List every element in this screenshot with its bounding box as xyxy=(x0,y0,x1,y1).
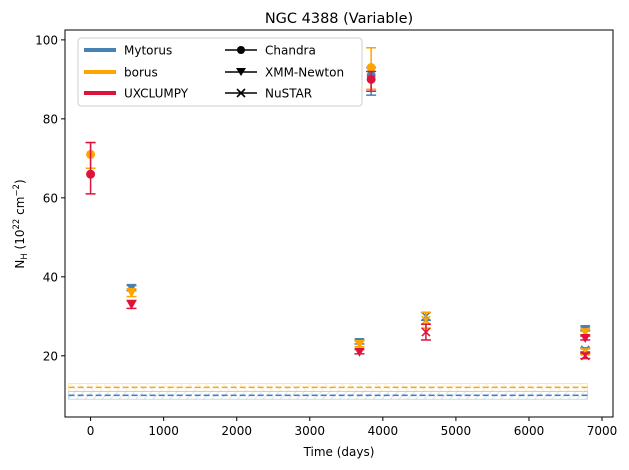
marker-triangle xyxy=(354,347,365,357)
x-tick-label: 3000 xyxy=(294,424,325,438)
data-point-borus-xmm-newton xyxy=(126,287,137,298)
y-tick-label: 80 xyxy=(43,112,58,126)
x-tick-label: 6000 xyxy=(514,424,545,438)
y-axis-label: NH (1022 cm−2) xyxy=(12,179,30,268)
marker-x xyxy=(580,351,590,361)
marker-triangle xyxy=(580,328,591,338)
legend-label-mytorus: Mytorus xyxy=(124,44,172,58)
x-tick-label: 2000 xyxy=(221,424,252,438)
marker-x xyxy=(580,347,590,357)
marker-x xyxy=(421,327,431,337)
plot-frame xyxy=(64,29,614,418)
x-tick-label: 1000 xyxy=(148,424,179,438)
y-label-sub: H xyxy=(20,253,30,259)
x-tick-label: 4000 xyxy=(368,424,399,438)
y-tick-label: 40 xyxy=(43,270,58,284)
legend-label-borus: borus xyxy=(124,66,158,80)
data-point-uxclumpy-nustar xyxy=(580,351,591,361)
legend-marker-xmm xyxy=(236,68,246,76)
marker-x xyxy=(421,315,431,325)
y-label-n: N xyxy=(13,260,27,269)
data-point-uxclumpy-chandra xyxy=(85,141,96,195)
y-tick-label: 20 xyxy=(43,349,58,363)
x-axis-ticks: 0 1000 2000 3000 4000 5000 6000 7000 xyxy=(87,417,618,438)
data-point-uxclumpy-chandra xyxy=(366,70,377,92)
legend-label-xmm: XMM-Newton xyxy=(265,66,344,80)
y-tick-label: 60 xyxy=(43,191,58,205)
data-points xyxy=(85,47,591,361)
y-label-exp: 22 xyxy=(12,219,22,230)
data-point-borus-xmm-newton xyxy=(354,339,365,349)
y-label-close: ) xyxy=(13,179,27,184)
marker-circle xyxy=(366,63,376,73)
x-tick-label: 7000 xyxy=(587,424,618,438)
legend-label-nustar: NuSTAR xyxy=(265,87,312,101)
marker-triangle xyxy=(354,339,365,349)
y-label-rest: (10 xyxy=(13,230,27,254)
y-axis-ticks: 20 40 60 80 100 xyxy=(35,33,65,363)
data-point-uxclumpy-xmm-newton xyxy=(354,347,365,357)
legend: Mytorus borus UXCLUMPY Chandra XMM-Newto… xyxy=(77,37,363,107)
y-tick-label: 100 xyxy=(35,33,58,47)
marker-triangle xyxy=(580,334,591,344)
legend-label-chandra: Chandra xyxy=(265,44,316,58)
y-label-unit-exp: −2 xyxy=(12,184,22,197)
marker-circle xyxy=(86,169,96,179)
uncertainty-bands xyxy=(68,383,588,400)
data-point-uxclumpy-xmm-newton xyxy=(580,334,591,344)
legend-label-uxclumpy: UXCLUMPY xyxy=(124,87,189,101)
marker-triangle xyxy=(126,288,137,298)
legend-frame xyxy=(77,37,363,107)
x-axis-label: Time (days) xyxy=(303,445,375,459)
y-label-unit: cm xyxy=(13,197,27,219)
data-point-uxclumpy-xmm-newton xyxy=(126,299,137,310)
x-tick-label: 5000 xyxy=(441,424,472,438)
legend-marker-nustar xyxy=(236,88,246,98)
data-point-uxclumpy-nustar xyxy=(420,323,431,341)
x-tick-label: 0 xyxy=(87,424,95,438)
legend-marker-chandra xyxy=(237,46,245,54)
chart-title: NGC 4388 (Variable) xyxy=(265,11,413,27)
marker-triangle xyxy=(126,300,137,310)
marker-circle xyxy=(366,74,376,84)
